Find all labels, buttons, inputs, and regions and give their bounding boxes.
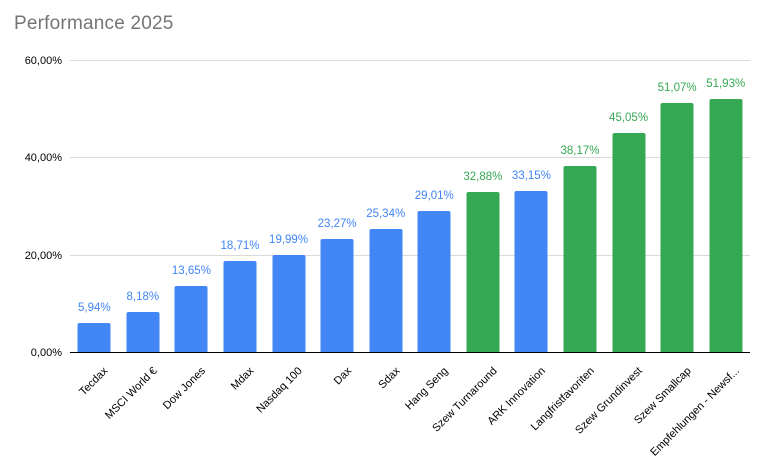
- bar[interactable]: [563, 166, 597, 352]
- x-axis-label: Mdax: [228, 365, 257, 393]
- bar-value-label: 38,17%: [560, 145, 600, 158]
- bar[interactable]: [709, 99, 743, 352]
- bar-group: 13,65%: [167, 61, 216, 352]
- gridline: [70, 254, 750, 256]
- x-axis-label: Empfehlungen - Newsf...: [648, 365, 743, 459]
- gridline: [70, 60, 750, 61]
- x-axis-label: MSCI World €: [102, 365, 160, 422]
- bar-value-label: 51,07%: [657, 82, 697, 95]
- x-axis-label: Dax: [331, 365, 354, 388]
- x-axis-label: Nasdaq 100: [254, 365, 306, 416]
- gridline: [70, 157, 750, 159]
- bar[interactable]: [320, 238, 354, 352]
- bar[interactable]: [77, 323, 111, 352]
- bar-group: 51,93%: [701, 61, 750, 352]
- bar[interactable]: [174, 285, 208, 352]
- bar[interactable]: [223, 260, 257, 352]
- chart-title: Performance 2025: [14, 13, 174, 34]
- bar-group: 32,88%: [459, 61, 508, 352]
- plot-area: 5,94% 8,18% 13,65% 18,71% 19,99% 23,27% …: [70, 60, 750, 353]
- bar-value-label: 32,88%: [463, 170, 503, 183]
- bar-value-label: 8,18%: [126, 291, 160, 304]
- bar-value-label: 19,99%: [269, 233, 309, 246]
- y-axis-tick-label: 20,00%: [24, 249, 62, 262]
- bar-value-label: 23,27%: [317, 217, 357, 230]
- y-axis-tick-label: 60,00%: [24, 55, 62, 67]
- bar[interactable]: [514, 190, 548, 352]
- bar-group: 25,34%: [361, 61, 410, 352]
- bar[interactable]: [660, 103, 694, 352]
- x-axis-label: Dow Jones: [160, 365, 208, 412]
- bar-group: 8,18%: [119, 61, 168, 352]
- bar-group: 29,01%: [410, 61, 459, 352]
- bar-value-label: 33,15%: [511, 169, 551, 182]
- bar-value-label: 51,93%: [706, 78, 746, 91]
- bar-group: 18,71%: [216, 61, 265, 352]
- bar-value-label: 29,01%: [414, 189, 454, 202]
- y-axis-tick-label: 0,00%: [30, 347, 62, 359]
- bar[interactable]: [126, 312, 160, 352]
- bar-group: 51,07%: [653, 61, 702, 352]
- bar-value-label: 13,65%: [171, 264, 211, 277]
- bar-group: 19,99%: [264, 61, 313, 352]
- bar-group: 33,15%: [507, 61, 556, 352]
- bar-value-label: 18,71%: [220, 239, 260, 252]
- y-axis-tick-label: 40,00%: [24, 152, 62, 165]
- bar[interactable]: [417, 210, 451, 352]
- x-axis-label: Hang Seng: [403, 365, 451, 413]
- x-axis-label: Tecdax: [77, 365, 111, 399]
- bar[interactable]: [466, 191, 500, 352]
- bar-group: 45,05%: [604, 61, 653, 352]
- bar[interactable]: [272, 254, 306, 352]
- bar-group: 38,17%: [556, 61, 605, 352]
- bar-value-label: 45,05%: [609, 111, 649, 124]
- bar-group: 5,94%: [70, 61, 119, 352]
- x-axis-label: Sdax: [375, 365, 403, 392]
- bar-group: 23,27%: [313, 61, 362, 352]
- bar[interactable]: [369, 228, 403, 352]
- bar-value-label: 5,94%: [77, 302, 111, 315]
- bar[interactable]: [612, 132, 646, 352]
- bar-value-label: 25,34%: [366, 207, 406, 220]
